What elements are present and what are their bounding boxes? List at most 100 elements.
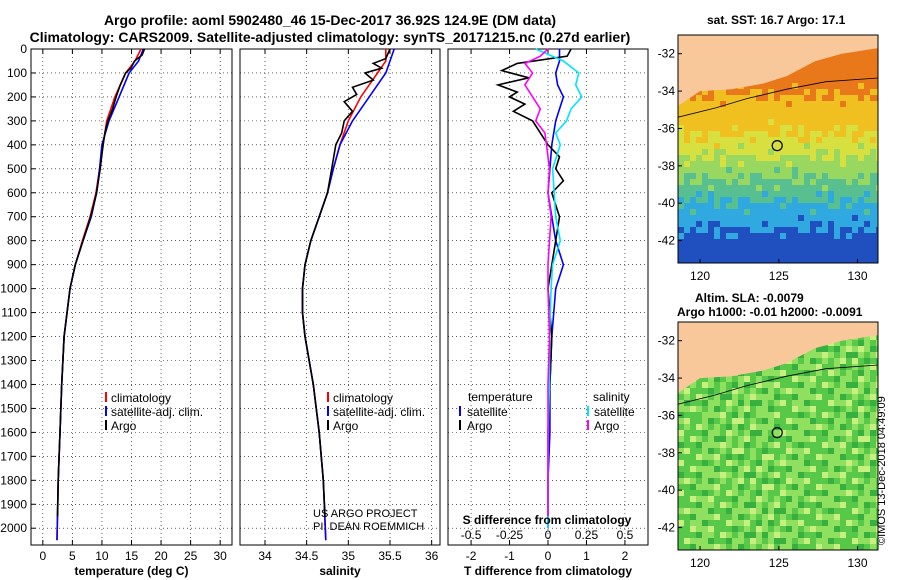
- sla-map-cell: [792, 544, 798, 550]
- sst-map-cell: [726, 89, 732, 95]
- sst-map-cell: [858, 227, 864, 233]
- sst-map-cell: [810, 197, 816, 203]
- sst-map-cell: [720, 251, 726, 257]
- sla-map-cell: [738, 418, 744, 424]
- sla-map-cell: [828, 472, 834, 478]
- sla-map-cell: [792, 442, 798, 448]
- sst-map-cell: [834, 77, 840, 83]
- sst-map-cell: [864, 131, 870, 137]
- sla-map-cell: [726, 406, 732, 412]
- sst-map-cell: [684, 119, 690, 125]
- sst-map-cell: [786, 233, 792, 239]
- sst-map-cell: [702, 245, 708, 251]
- sst-map-cell: [858, 179, 864, 185]
- sst-map-cell: [726, 167, 732, 173]
- sla-map-cell: [738, 466, 744, 472]
- sst-map-cell: [762, 131, 768, 137]
- sla-map-cell: [714, 484, 720, 490]
- sla-map-cell: [792, 412, 798, 418]
- sst-map-cell: [858, 137, 864, 143]
- sla-map-cell: [876, 514, 878, 520]
- sst-map-cell: [852, 161, 858, 167]
- sla-map-cell: [714, 490, 720, 496]
- sst-map-cell: [708, 143, 714, 149]
- sst-map-cell: [852, 209, 858, 215]
- temperature-xtick-label: 0: [39, 549, 46, 563]
- sst-map-cell: [702, 131, 708, 137]
- sst-map-cell: [780, 197, 786, 203]
- sst-map-cell: [846, 179, 852, 185]
- sla-map-cell: [774, 424, 780, 430]
- sst-map-cell: [774, 161, 780, 167]
- sst-map-cell: [708, 191, 714, 197]
- sla-map-cell: [774, 538, 780, 544]
- sst-map-cell: [810, 179, 816, 185]
- sst-map-cell: [798, 155, 804, 161]
- sla-map-cell: [852, 448, 858, 454]
- sla-map-cell: [810, 394, 816, 400]
- sst-map-cell: [864, 77, 870, 83]
- sla-map-cell: [828, 346, 834, 352]
- sst-map-cell: [858, 101, 864, 107]
- sst-map-cell: [828, 83, 834, 89]
- sla-map-cell: [684, 430, 690, 436]
- sst-map-cell: [732, 257, 738, 263]
- sst-map-cell: [696, 197, 702, 203]
- sst-map-cell: [816, 173, 822, 179]
- sst-map-cell: [858, 77, 864, 83]
- sla-map-cell: [732, 508, 738, 514]
- sla-map-cell: [804, 532, 810, 538]
- sst-map-cell: [726, 143, 732, 149]
- sla-map-cell: [804, 526, 810, 532]
- sst-map-cell: [762, 251, 768, 257]
- sst-map-cell: [678, 107, 684, 113]
- sla-map-cell: [738, 460, 744, 466]
- sst-map-cell: [720, 215, 726, 221]
- sla-map-cell: [828, 364, 834, 370]
- sst-map-cell: [804, 221, 810, 227]
- sla-map-cell: [768, 430, 774, 436]
- sla-map-cell: [690, 544, 696, 550]
- sla-map-cell: [816, 346, 822, 352]
- sst-map-cell: [876, 227, 878, 233]
- sla-map-cell: [792, 454, 798, 460]
- sla-map-cell: [690, 454, 696, 460]
- sst-map-cell: [720, 257, 726, 263]
- sla-map-cell: [822, 520, 828, 526]
- sst-map-cell: [780, 155, 786, 161]
- sst-map-cell: [762, 89, 768, 95]
- sla-map-cell: [834, 532, 840, 538]
- sst-map-cell: [834, 179, 840, 185]
- sla-map-argo-marker: [771, 427, 783, 439]
- sla-map-cell: [774, 448, 780, 454]
- sla-map-cell: [864, 538, 870, 544]
- sst-map-cell: [840, 233, 846, 239]
- sla-map-cell: [840, 448, 846, 454]
- sst-map-cell: [768, 185, 774, 191]
- sla-map-cell: [690, 442, 696, 448]
- sla-map-cell: [696, 502, 702, 508]
- sst-map-cell: [750, 101, 756, 107]
- sst-map-cell: [738, 95, 744, 101]
- sst-map-cell: [696, 101, 702, 107]
- sla-map-cell: [762, 388, 768, 394]
- sst-map-cell: [852, 185, 858, 191]
- sla-map-cell: [858, 424, 864, 430]
- sst-map-cell: [756, 125, 762, 131]
- sla-map-cell: [780, 424, 786, 430]
- sst-map-cell: [762, 227, 768, 233]
- sst-map-cell: [702, 203, 708, 209]
- sla-map-cell: [804, 460, 810, 466]
- sst-map-cell: [726, 119, 732, 125]
- sla-map-cell: [738, 508, 744, 514]
- sla-map-cell: [864, 514, 870, 520]
- sst-map-cell: [708, 101, 714, 107]
- difference-series-t-argo: [495, 48, 572, 517]
- sla-map-cell: [714, 376, 720, 382]
- sst-map-cell: [714, 101, 720, 107]
- sst-map-cell: [858, 149, 864, 155]
- sst-map-cell: [744, 203, 750, 209]
- sst-map-cell: [852, 215, 858, 221]
- sst-map-cell: [852, 167, 858, 173]
- sla-map-cell: [816, 478, 822, 484]
